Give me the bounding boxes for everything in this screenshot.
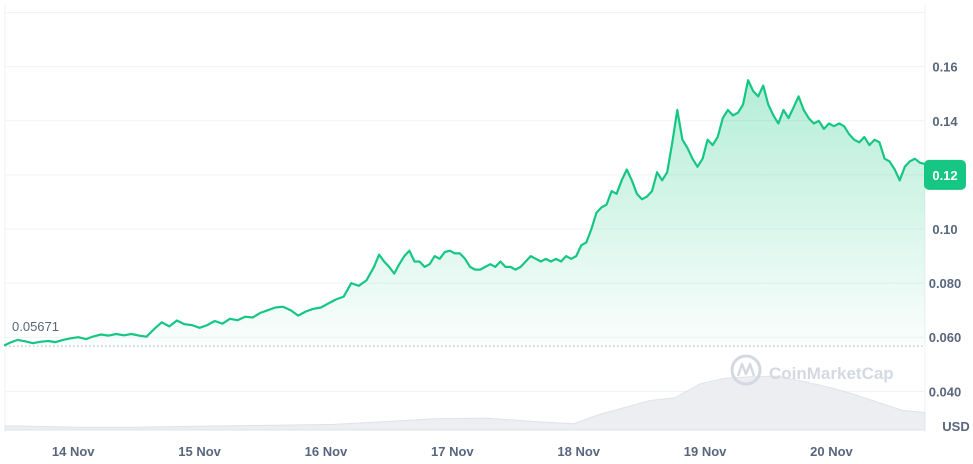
x-tick-label: 16 Nov (305, 444, 348, 459)
price-area (5, 80, 925, 347)
price-line (3, 79, 927, 347)
y-tick-label: 0.040 (929, 384, 962, 399)
watermark-text: CoinMarketCap (769, 364, 894, 383)
x-axis: 14 Nov 15 Nov 16 Nov 17 Nov 18 Nov 19 Nov 20 N… (52, 444, 854, 459)
x-tick-label: 17 Nov (431, 444, 474, 459)
x-tick-label: 19 Nov (684, 444, 727, 459)
x-tick-label: 14 Nov (52, 444, 95, 459)
y-tick-label: 0.10 (932, 222, 957, 237)
x-tick-label: 18 Nov (557, 444, 600, 459)
price-area-fill (5, 80, 925, 347)
volume-area (4, 375, 926, 431)
x-tick-label: 15 Nov (178, 444, 221, 459)
y-tick-label: 0.060 (929, 330, 962, 345)
current-price-label: 0.12 (932, 168, 957, 183)
current-price-badge: 0.12 (924, 159, 966, 190)
currency-label: USD (942, 419, 969, 434)
y-tick-label: 0.16 (932, 60, 957, 75)
y-axis: 0.040 0.060 0.080 0.10 0.14 0.16 (929, 60, 962, 400)
y-tick-label: 0.14 (932, 114, 958, 129)
coinmarketcap-logo-icon (730, 354, 762, 386)
current-price-badge-bg (924, 159, 966, 190)
price-line-path (3, 79, 927, 347)
watermark: CoinMarketCap (730, 354, 894, 386)
x-tick-label: 20 Nov (810, 444, 853, 459)
start-price-label: 0.05671 (12, 319, 59, 334)
volume-area-path (4, 375, 926, 431)
y-tick-label: 0.080 (929, 276, 962, 291)
start-price-label-group: 0.05671 (12, 319, 59, 334)
